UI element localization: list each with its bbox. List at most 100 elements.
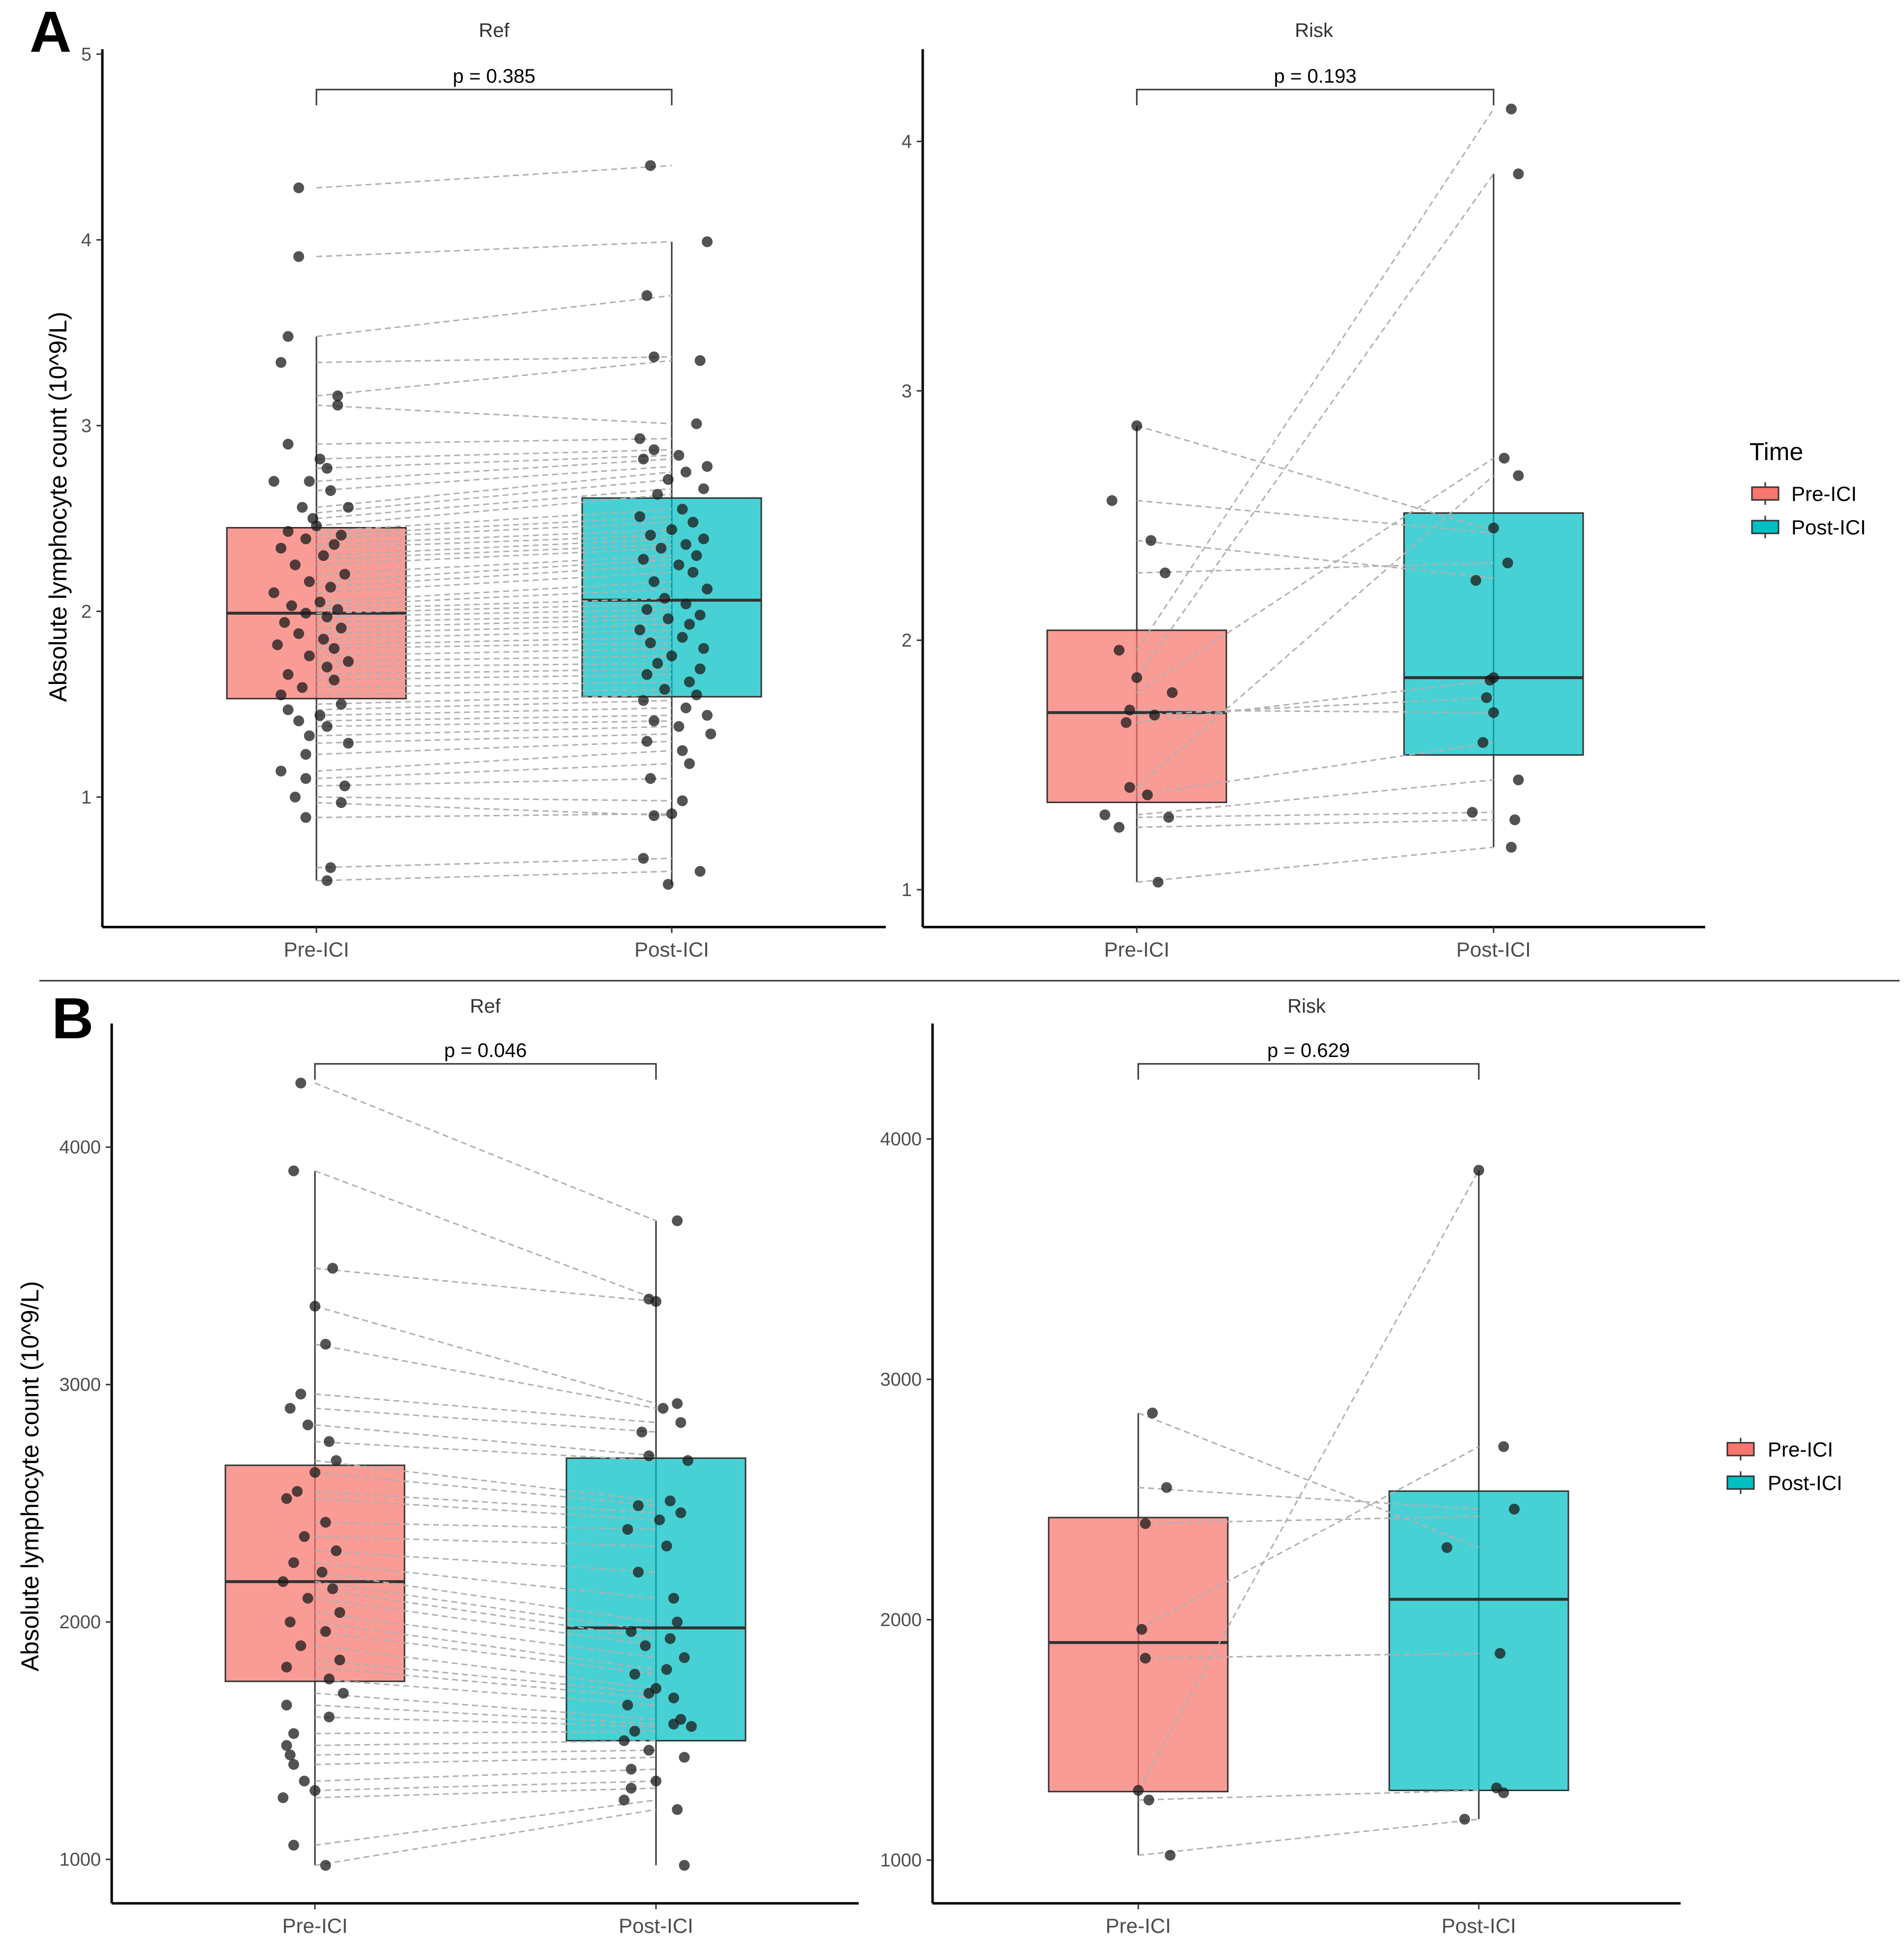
data-point bbox=[282, 331, 294, 342]
pair-line bbox=[316, 655, 672, 662]
data-point bbox=[329, 674, 340, 685]
legend-label-post: Post-ICI bbox=[1791, 516, 1866, 539]
pair-line bbox=[316, 478, 672, 514]
data-point bbox=[332, 604, 343, 615]
pair-line bbox=[316, 749, 672, 772]
pair-line bbox=[1136, 742, 1494, 796]
data-point bbox=[664, 1495, 676, 1507]
pair-line bbox=[314, 1666, 656, 1699]
data-point bbox=[677, 632, 688, 643]
data-point bbox=[643, 1450, 655, 1461]
data-point bbox=[318, 633, 329, 645]
data-point bbox=[633, 1500, 644, 1511]
pair-line bbox=[316, 694, 672, 705]
x-tick-label: Pre-ICI bbox=[283, 938, 349, 961]
data-point bbox=[634, 433, 646, 444]
data-point bbox=[625, 1626, 637, 1637]
data-point bbox=[295, 1077, 307, 1088]
data-point bbox=[694, 355, 706, 366]
data-point bbox=[279, 617, 290, 628]
pair-line bbox=[314, 1343, 656, 1409]
pair-line bbox=[316, 543, 672, 560]
pair-line bbox=[1136, 697, 1494, 716]
data-point bbox=[1509, 1503, 1520, 1515]
pair-line bbox=[316, 857, 672, 869]
data-point bbox=[282, 526, 294, 537]
data-point bbox=[629, 1726, 640, 1737]
data-point bbox=[284, 1616, 296, 1628]
pair-line bbox=[314, 1678, 656, 1706]
pair-line bbox=[314, 1621, 656, 1671]
data-point bbox=[640, 1640, 651, 1651]
pair-line bbox=[314, 1659, 656, 1694]
data-point bbox=[304, 730, 315, 742]
panel-letter-b: B bbox=[52, 986, 94, 1051]
data-point bbox=[338, 1687, 349, 1699]
x-tick-label: Post-ICI bbox=[634, 938, 709, 961]
data-point bbox=[288, 1728, 299, 1739]
data-point bbox=[278, 1792, 289, 1803]
pair-line bbox=[316, 494, 672, 527]
pair-line bbox=[316, 870, 672, 882]
data-point bbox=[675, 1507, 687, 1519]
data-point bbox=[1513, 168, 1524, 180]
data-point bbox=[662, 613, 674, 624]
y-tick-label: 3 bbox=[902, 381, 912, 402]
pair-line bbox=[316, 458, 672, 482]
p-value-label: p = 0.046 bbox=[444, 1040, 527, 1061]
pair-line bbox=[1138, 1789, 1479, 1801]
data-point bbox=[295, 1640, 307, 1651]
pair-line bbox=[316, 360, 672, 397]
data-point bbox=[662, 474, 674, 485]
data-point bbox=[657, 1402, 669, 1414]
data-point bbox=[1099, 809, 1111, 820]
data-point bbox=[679, 1752, 690, 1763]
data-point bbox=[641, 604, 653, 615]
pair-line bbox=[314, 1799, 656, 1846]
pair-line bbox=[314, 1490, 656, 1514]
data-point bbox=[339, 780, 350, 792]
data-point bbox=[1484, 675, 1496, 686]
data-point bbox=[694, 663, 706, 675]
data-point bbox=[281, 1740, 292, 1751]
data-point bbox=[680, 466, 691, 478]
legend-swatch-pre-b bbox=[1726, 1442, 1755, 1457]
data-point bbox=[293, 628, 304, 639]
data-point bbox=[1140, 1652, 1151, 1664]
x-tick-label: Pre-ICI bbox=[282, 1914, 347, 1937]
data-point bbox=[293, 251, 304, 262]
pair-line bbox=[1136, 846, 1494, 883]
facet-a-risk: Risk 1 2 3 4 Pre-ICI Post-ICI p = 0.193 bbox=[902, 20, 1705, 961]
y-tick-label: 2 bbox=[902, 630, 912, 651]
data-point bbox=[638, 853, 649, 864]
pair-line bbox=[314, 1645, 656, 1689]
data-point bbox=[1167, 687, 1178, 698]
data-point bbox=[1495, 1648, 1506, 1659]
data-point bbox=[297, 501, 308, 513]
data-point bbox=[288, 1557, 299, 1568]
legend-key-post bbox=[1751, 516, 1779, 538]
legend-swatch-pre bbox=[1751, 486, 1779, 501]
data-point bbox=[310, 1785, 320, 1796]
y-tick-label: 1000 bbox=[59, 1850, 101, 1870]
data-point bbox=[1142, 789, 1153, 801]
data-point bbox=[288, 1165, 299, 1177]
pair-line bbox=[314, 1082, 656, 1222]
data-point bbox=[302, 1592, 313, 1604]
data-point bbox=[318, 550, 329, 561]
pair-line bbox=[316, 437, 672, 445]
data-point bbox=[1140, 1518, 1151, 1529]
data-point bbox=[282, 704, 294, 715]
p-value-label: p = 0.629 bbox=[1267, 1040, 1350, 1061]
data-point bbox=[1470, 575, 1481, 586]
data-point bbox=[698, 533, 709, 545]
data-point bbox=[702, 584, 713, 595]
y-tick-label: 3000 bbox=[59, 1375, 101, 1396]
data-point bbox=[673, 450, 685, 461]
data-point bbox=[1473, 1165, 1484, 1176]
facet-title: Risk bbox=[1295, 20, 1334, 41]
pair-line bbox=[1136, 709, 1494, 714]
panel-letter-a: A bbox=[30, 0, 71, 64]
pair-line bbox=[1138, 1412, 1479, 1549]
legend-label-post-b: Post-ICI bbox=[1768, 1471, 1842, 1494]
